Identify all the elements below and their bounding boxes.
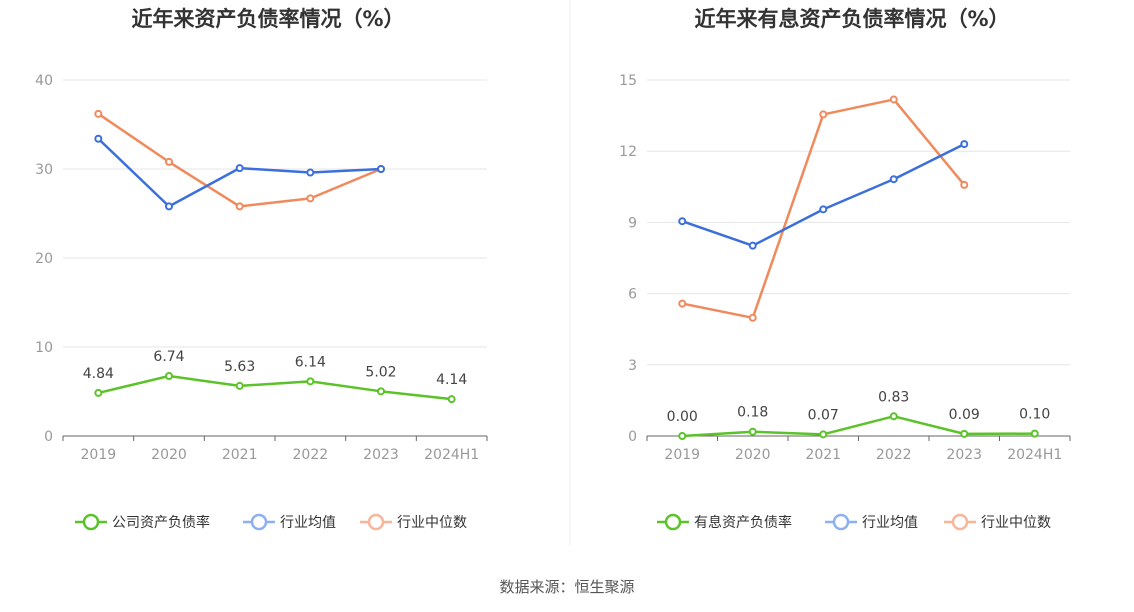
data-point[interactable] <box>678 299 687 308</box>
legend-label: 有息资产负债率 <box>694 514 792 531</box>
x-tick-label: 2022 <box>293 447 329 463</box>
legend-label: 公司资产负债率 <box>112 514 210 531</box>
x-tick-label: 2024H1 <box>1007 447 1062 463</box>
x-tick-label: 2020 <box>735 447 771 463</box>
data-point[interactable] <box>165 372 173 381</box>
data-point[interactable] <box>447 395 456 404</box>
chart-title: 近年来资产负债率情况（%） <box>131 7 404 31</box>
y-tick-label: 20 <box>35 251 53 267</box>
data-point[interactable] <box>960 429 969 438</box>
data-point[interactable] <box>235 202 244 211</box>
data-point[interactable] <box>748 427 757 436</box>
data-point[interactable] <box>748 313 757 322</box>
data-point[interactable] <box>889 95 898 104</box>
data-point[interactable] <box>165 157 173 166</box>
data-point[interactable] <box>819 110 828 119</box>
data-point[interactable] <box>94 388 103 397</box>
data-source-label: 数据来源：恒生聚源 <box>499 578 634 596</box>
series-line-1 <box>97 137 382 208</box>
legend-marker-icon <box>250 513 268 531</box>
data-label: 0.09 <box>949 407 980 423</box>
y-tick-label: 3 <box>628 358 637 374</box>
legend-label: 行业均值 <box>862 515 918 531</box>
data-label: 0.10 <box>1019 407 1050 423</box>
legend-item-0[interactable]: 有息资产负债率 <box>657 513 792 531</box>
chart-title: 近年来有息资产负债率情况（%） <box>694 7 1009 31</box>
y-tick-label: 15 <box>619 73 637 89</box>
legend-item-0[interactable]: 公司资产负债率 <box>75 513 210 531</box>
data-point[interactable] <box>960 140 969 149</box>
data-point[interactable] <box>165 202 173 211</box>
data-point[interactable] <box>889 412 898 421</box>
x-tick-label: 2024H1 <box>424 447 479 463</box>
legend-item-2[interactable]: 行业中位数 <box>360 513 467 531</box>
data-point[interactable] <box>94 134 103 143</box>
legend-label: 行业中位数 <box>397 515 467 531</box>
legend-label: 行业均值 <box>280 515 336 531</box>
legend-item-1[interactable]: 行业均值 <box>243 513 336 531</box>
series-line-1 <box>681 142 965 247</box>
data-label: 0.07 <box>808 407 839 423</box>
y-tick-label: 10 <box>35 340 53 356</box>
x-tick-label: 2019 <box>664 447 700 463</box>
interest-debt-ratio-chart: 近年来有息资产负债率情况（%） 0 3 6 9 12 15 2019 2020 2021 2022 2… <box>619 7 1071 531</box>
data-point[interactable] <box>306 168 315 177</box>
y-tick-label: 40 <box>35 73 53 89</box>
data-label: 6.74 <box>153 349 184 365</box>
data-point[interactable] <box>889 175 898 184</box>
data-point[interactable] <box>960 180 969 189</box>
y-tick-label: 0 <box>44 429 53 445</box>
legend-marker-icon <box>367 513 385 531</box>
x-tick-label: 2023 <box>946 447 982 463</box>
data-label: 4.14 <box>436 372 467 388</box>
data-point[interactable] <box>678 217 687 226</box>
data-point[interactable] <box>377 165 385 173</box>
data-point[interactable] <box>235 164 244 173</box>
legend-marker-icon <box>951 513 969 531</box>
data-point[interactable] <box>306 194 315 203</box>
legend-marker-icon <box>832 513 850 531</box>
data-point[interactable] <box>819 430 828 439</box>
data-point[interactable] <box>819 205 828 214</box>
data-point[interactable] <box>748 241 757 250</box>
data-label: 0.83 <box>878 389 909 405</box>
x-tick-label: 2020 <box>151 447 187 463</box>
x-tick-label: 2023 <box>363 447 399 463</box>
data-point[interactable] <box>306 377 315 386</box>
debt-ratio-chart: 近年来资产负债率情况（%） 0 10 20 30 40 2019 2020 2021 2022 20… <box>35 7 488 531</box>
x-tick-label: 2021 <box>222 447 258 463</box>
legend-item-1[interactable]: 行业均值 <box>825 513 918 531</box>
data-label: 5.02 <box>365 364 396 380</box>
data-point[interactable] <box>235 381 244 390</box>
data-label: 5.63 <box>224 359 255 375</box>
legend-marker-icon <box>82 513 100 531</box>
series-line-0 <box>98 374 452 401</box>
series-line-2 <box>97 112 382 208</box>
data-label: 6.14 <box>295 354 326 370</box>
y-tick-label: 30 <box>35 162 53 178</box>
x-tick-label: 2022 <box>876 447 912 463</box>
data-label: 0.00 <box>667 409 698 425</box>
data-point[interactable] <box>678 432 687 440</box>
x-tick-label: 2019 <box>81 447 117 463</box>
y-tick-label: 12 <box>619 144 637 160</box>
data-point[interactable] <box>94 109 103 118</box>
y-tick-label: 9 <box>628 215 637 231</box>
legend-label: 行业中位数 <box>981 515 1051 531</box>
data-label: 0.18 <box>737 405 768 421</box>
legend-marker-icon <box>664 513 682 531</box>
series-line-0 <box>682 415 1035 438</box>
y-tick-label: 6 <box>628 287 637 303</box>
y-tick-label: 0 <box>628 429 637 445</box>
legend-item-2[interactable]: 行业中位数 <box>944 513 1051 531</box>
data-point[interactable] <box>1030 429 1039 438</box>
data-point[interactable] <box>377 387 385 396</box>
data-label: 4.84 <box>83 366 114 382</box>
x-tick-label: 2021 <box>805 447 841 463</box>
